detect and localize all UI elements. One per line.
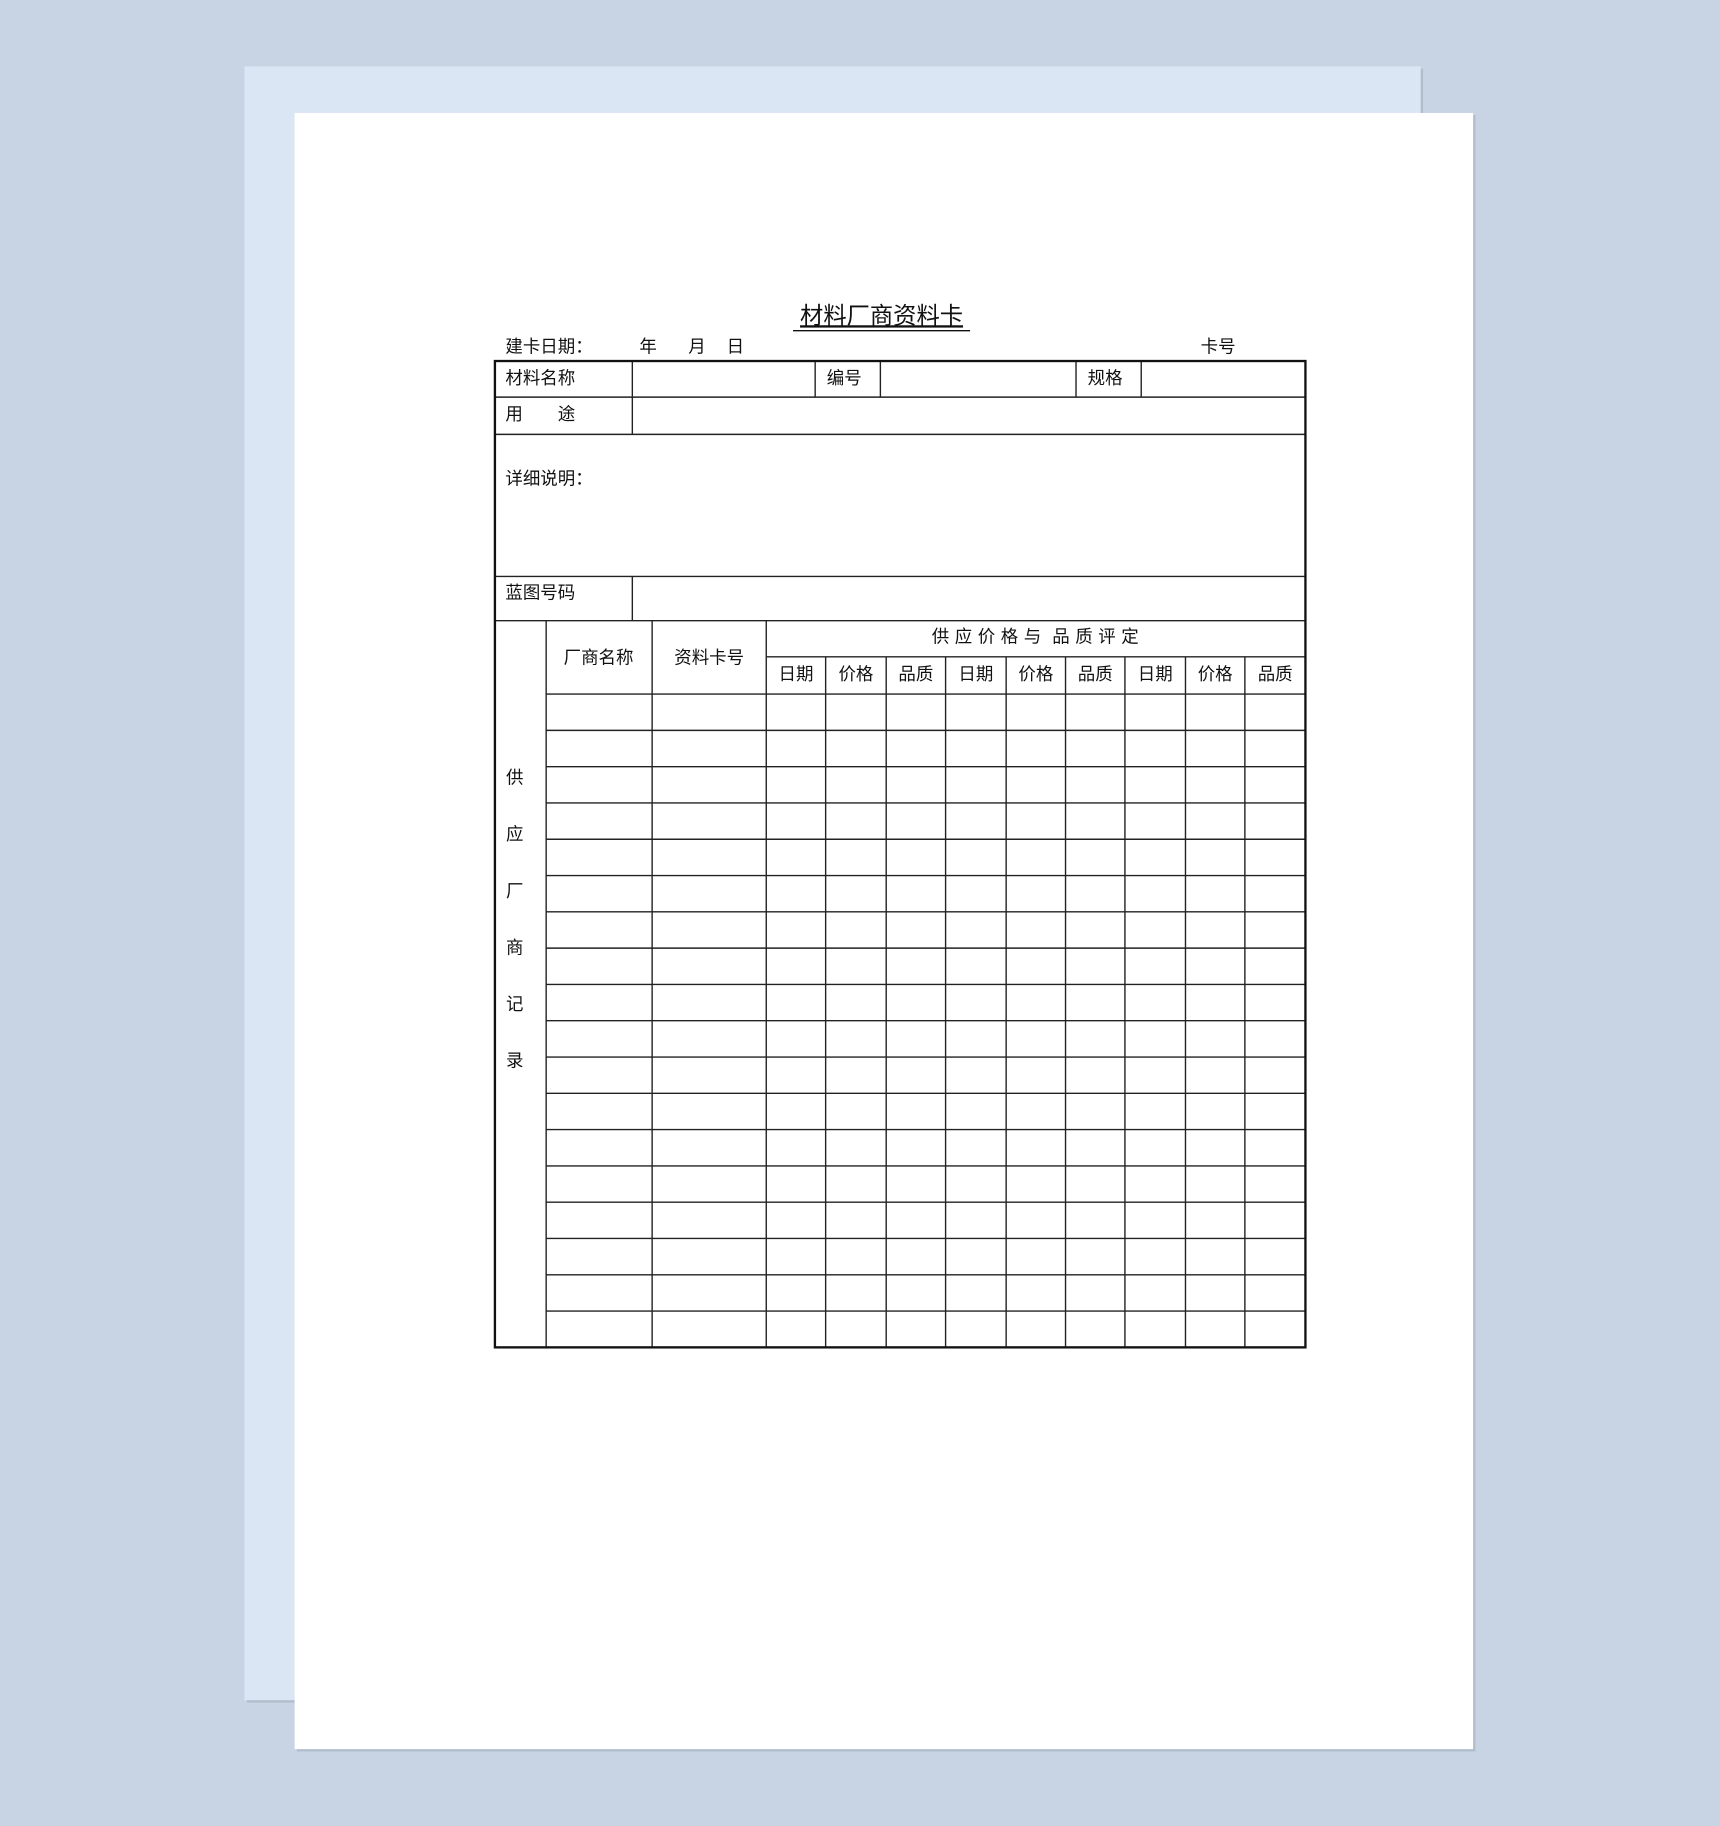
cell-label: 详细说明： <box>505 469 592 489</box>
month-label: 月 <box>688 338 705 358</box>
table-grid <box>494 361 1306 1348</box>
column-header: 价格 <box>1198 665 1233 685</box>
cell-label: 蓝图号码 <box>505 583 575 603</box>
table-border <box>493 359 1307 1349</box>
group-header: 供 应 价 格 与 品 质 评 定 <box>932 628 1139 648</box>
side-label-char: 供 <box>506 769 523 789</box>
day-label: 日 <box>727 338 744 358</box>
side-label-char: 录 <box>506 1052 523 1072</box>
column-header: 厂商名称 <box>564 649 634 669</box>
cell-label: 规格 <box>1088 369 1123 389</box>
column-header: 品质 <box>1258 665 1293 685</box>
cell-label: 编号 <box>827 369 862 389</box>
column-header: 日期 <box>958 665 993 685</box>
column-header: 日期 <box>778 665 813 685</box>
year-label: 年 <box>639 338 656 358</box>
card-no-label: 卡号 <box>1201 338 1236 358</box>
front-sheet <box>294 112 1474 1750</box>
side-label-char: 记 <box>506 995 523 1015</box>
cell-label: 用 途 <box>505 405 575 425</box>
column-header: 资料卡号 <box>674 649 744 669</box>
side-label-char: 商 <box>506 938 523 958</box>
column-header: 品质 <box>898 665 933 685</box>
side-label-char: 应 <box>506 825 523 845</box>
doc-title: 材料厂商资料卡 <box>800 302 963 329</box>
side-label-char: 厂 <box>506 882 523 902</box>
date-label: 建卡日期： <box>505 338 592 358</box>
column-header: 日期 <box>1138 665 1173 685</box>
column-header: 价格 <box>1018 665 1053 685</box>
column-header: 价格 <box>838 665 873 685</box>
cell-label: 材料名称 <box>505 369 575 389</box>
column-header: 品质 <box>1078 665 1113 685</box>
